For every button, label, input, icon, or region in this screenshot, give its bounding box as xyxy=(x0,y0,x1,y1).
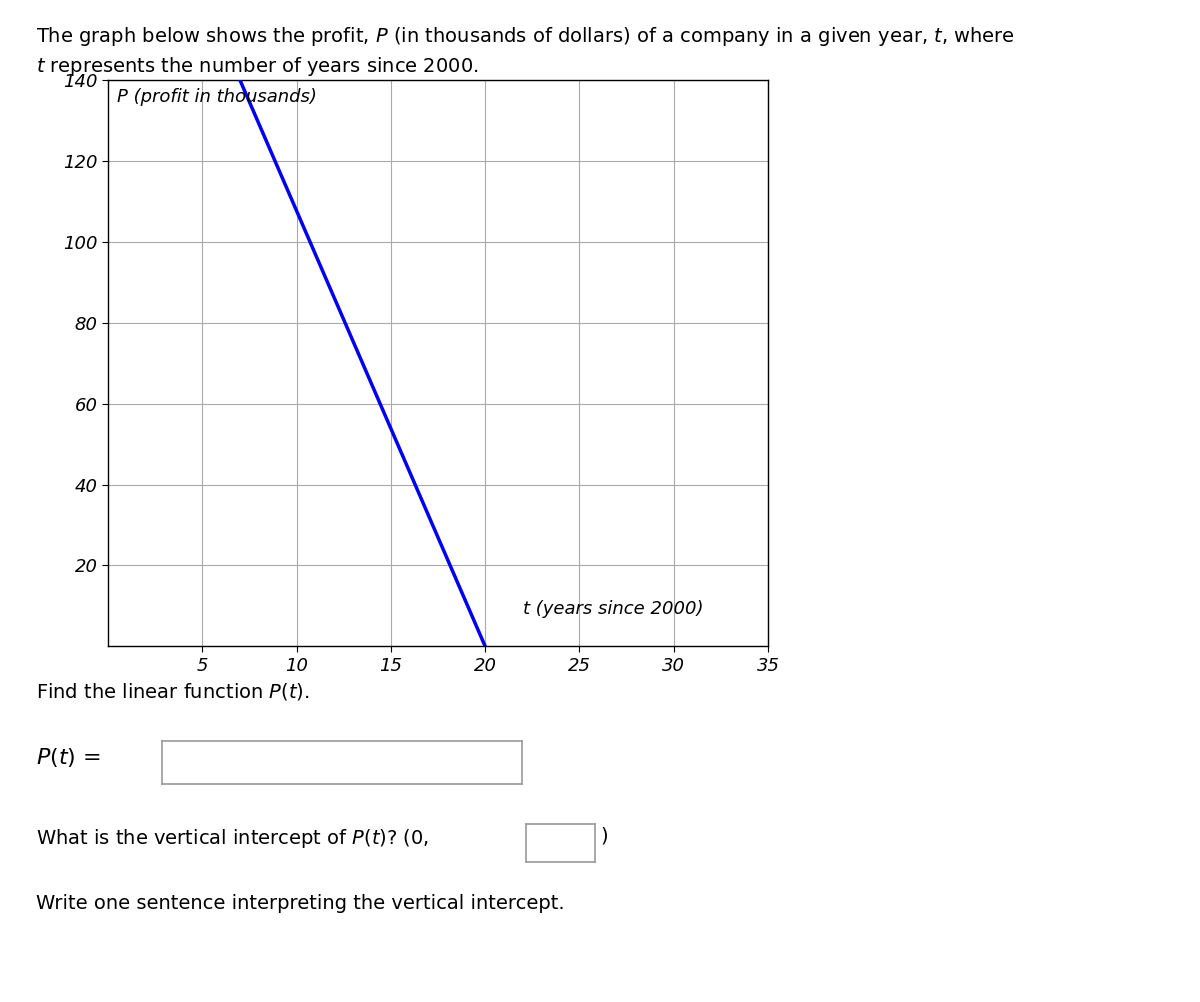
Text: $t$ represents the number of years since 2000.: $t$ represents the number of years since… xyxy=(36,55,479,78)
Text: The graph below shows the profit, $P$ (in thousands of dollars) of a company in : The graph below shows the profit, $P$ (i… xyxy=(36,25,1015,48)
Text: Write one sentence interpreting the vertical intercept.: Write one sentence interpreting the vert… xyxy=(36,894,565,913)
Text: What is the vertical intercept of $P(t)$? (0,: What is the vertical intercept of $P(t)$… xyxy=(36,827,430,850)
Text: Find the linear function $P(t)$.: Find the linear function $P(t)$. xyxy=(36,681,310,702)
Text: ): ) xyxy=(600,827,607,846)
Text: t (years since 2000): t (years since 2000) xyxy=(523,600,703,618)
Text: P (profit in thousands): P (profit in thousands) xyxy=(118,88,317,106)
Text: $P(t)$ =: $P(t)$ = xyxy=(36,746,101,770)
